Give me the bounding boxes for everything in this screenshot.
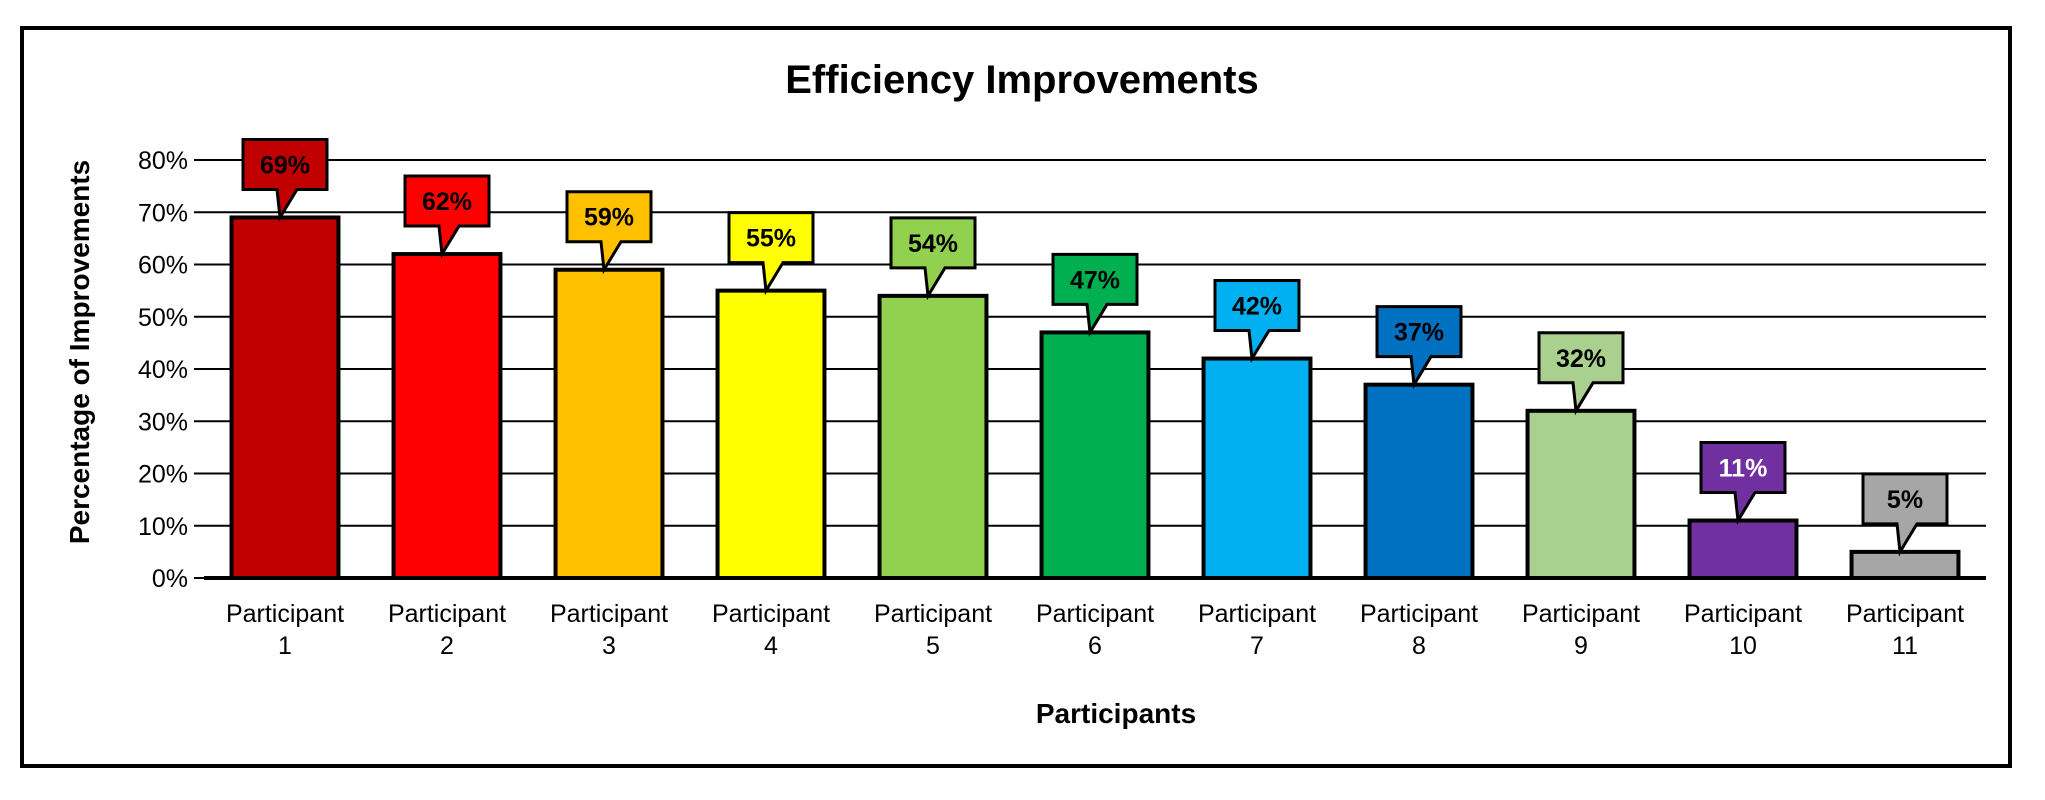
- bar: [1525, 408, 1637, 580]
- y-axis-title: Percentage of Improvements: [64, 160, 95, 544]
- data-label: 11%: [1719, 455, 1768, 483]
- x-tick-label: Participant 1: [226, 600, 344, 660]
- bar-chart: Efficiency Improvements Percentage of Im…: [64, 58, 1986, 729]
- x-tick-label: Participant 9: [1522, 600, 1640, 660]
- bar: [553, 267, 665, 580]
- data-label-callout: [727, 211, 815, 296]
- x-tick-label: Participant 5: [874, 600, 992, 660]
- data-label: 59%: [584, 204, 634, 232]
- data-label: 32%: [1556, 345, 1606, 373]
- y-tick-label: 40%: [138, 356, 188, 384]
- chart-title: Efficiency Improvements: [785, 58, 1259, 102]
- y-tick-label: 70%: [138, 199, 188, 227]
- x-axis-title: Participants: [1036, 698, 1196, 729]
- x-tick-label: Participant 6: [1036, 600, 1154, 660]
- data-label-callout: [1213, 279, 1301, 364]
- y-tick-label: 20%: [138, 461, 188, 489]
- data-labels: 69% 62% 59% 55% 54% 47% 42% 37% 32% 11% 5%: [241, 137, 1949, 557]
- data-label-callout: [1699, 441, 1787, 526]
- data-label-callout: [889, 216, 977, 301]
- data-label-callout: [565, 190, 653, 275]
- y-tick-label: 0%: [152, 565, 188, 593]
- x-tick-label: Participant 2: [388, 600, 506, 660]
- bar: [229, 215, 341, 580]
- bar: [1849, 549, 1961, 580]
- x-tick-label: Participant 8: [1360, 600, 1478, 660]
- data-label-callout: [1537, 331, 1625, 416]
- y-tick-label: 10%: [138, 513, 188, 541]
- data-label: 47%: [1070, 266, 1120, 294]
- x-tick-label: Participant 10: [1684, 600, 1802, 660]
- bar: [715, 288, 827, 580]
- data-label: 37%: [1394, 319, 1444, 347]
- bar: [391, 252, 503, 581]
- bars: [229, 215, 1961, 581]
- data-label: 54%: [908, 230, 958, 258]
- data-label: 55%: [746, 225, 796, 253]
- data-label-callout: [1861, 472, 1949, 557]
- data-label-callout: [403, 174, 491, 259]
- bar: [1363, 382, 1475, 580]
- y-tick-label: 30%: [138, 408, 188, 436]
- x-tick-label: Participant 3: [550, 600, 668, 660]
- data-label: 42%: [1232, 293, 1282, 321]
- data-label-callout: [241, 137, 329, 223]
- data-label: 5%: [1887, 486, 1923, 514]
- x-tick-labels: Participant 1 Participant 2 Participant 3 Part…: [226, 600, 1964, 660]
- y-tick-label: 80%: [138, 147, 188, 175]
- x-tick-label: Participant 7: [1198, 600, 1316, 660]
- bar: [1201, 356, 1313, 580]
- bar: [877, 293, 989, 580]
- bar: [1039, 330, 1151, 580]
- data-label-callout: [1375, 305, 1463, 390]
- data-label-callout: [1051, 252, 1139, 337]
- x-tick-label: Participant 4: [712, 600, 830, 660]
- bar: [1687, 518, 1799, 580]
- data-label: 69%: [260, 151, 310, 179]
- y-tick-label: 60%: [138, 252, 188, 280]
- chart-frame: Efficiency Improvements Percentage of Im…: [20, 26, 2012, 768]
- data-label: 62%: [422, 188, 472, 216]
- y-tick-labels: 0% 10% 20% 30% 40% 50% 60% 70% 80%: [138, 147, 188, 593]
- y-tick-label: 50%: [138, 304, 188, 332]
- x-tick-label: Participant 11: [1846, 600, 1964, 660]
